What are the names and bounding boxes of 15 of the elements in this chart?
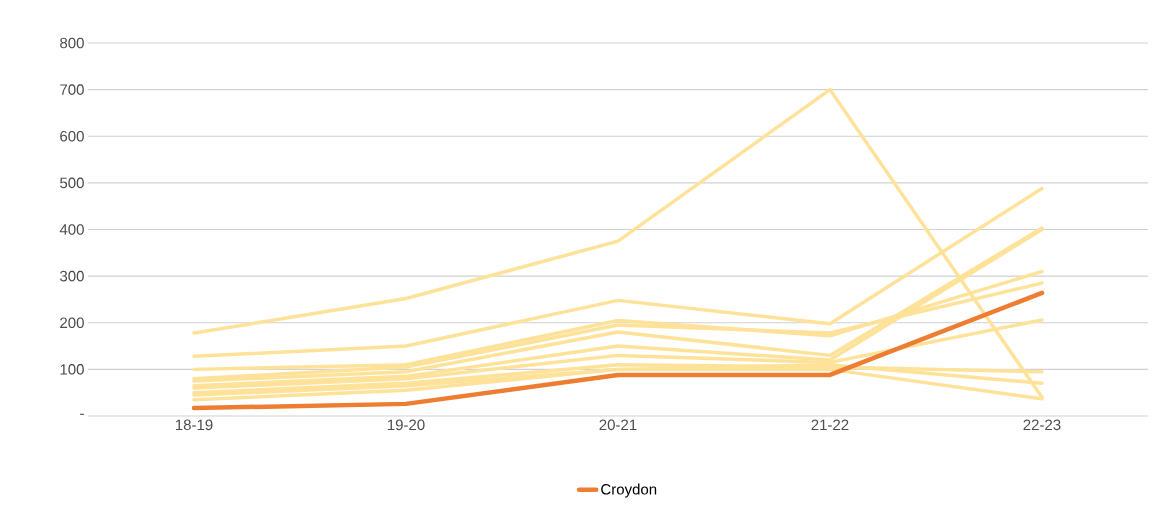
x-tick-label: 18-19: [175, 419, 213, 431]
y-tick-label: 400: [59, 224, 84, 235]
y-tick-label: 800: [60, 37, 84, 49]
y-tick-label: 300: [60, 270, 84, 282]
x-tick-label: 20-21: [599, 419, 637, 431]
y-tick-label: 500: [60, 177, 84, 189]
x-tick-label: 19-20: [387, 419, 425, 431]
x-tick-label: 22-23: [1023, 419, 1061, 431]
x-tick-label: 21-22: [811, 419, 849, 431]
y-tick-label: 100: [60, 364, 84, 375]
y-tick-label: 700: [60, 84, 84, 95]
y-tick-label: 200: [60, 317, 84, 329]
legend-label: Croydon: [601, 483, 657, 498]
y-tick-label: -: [80, 413, 84, 415]
y-tick-label: 600: [60, 130, 84, 142]
